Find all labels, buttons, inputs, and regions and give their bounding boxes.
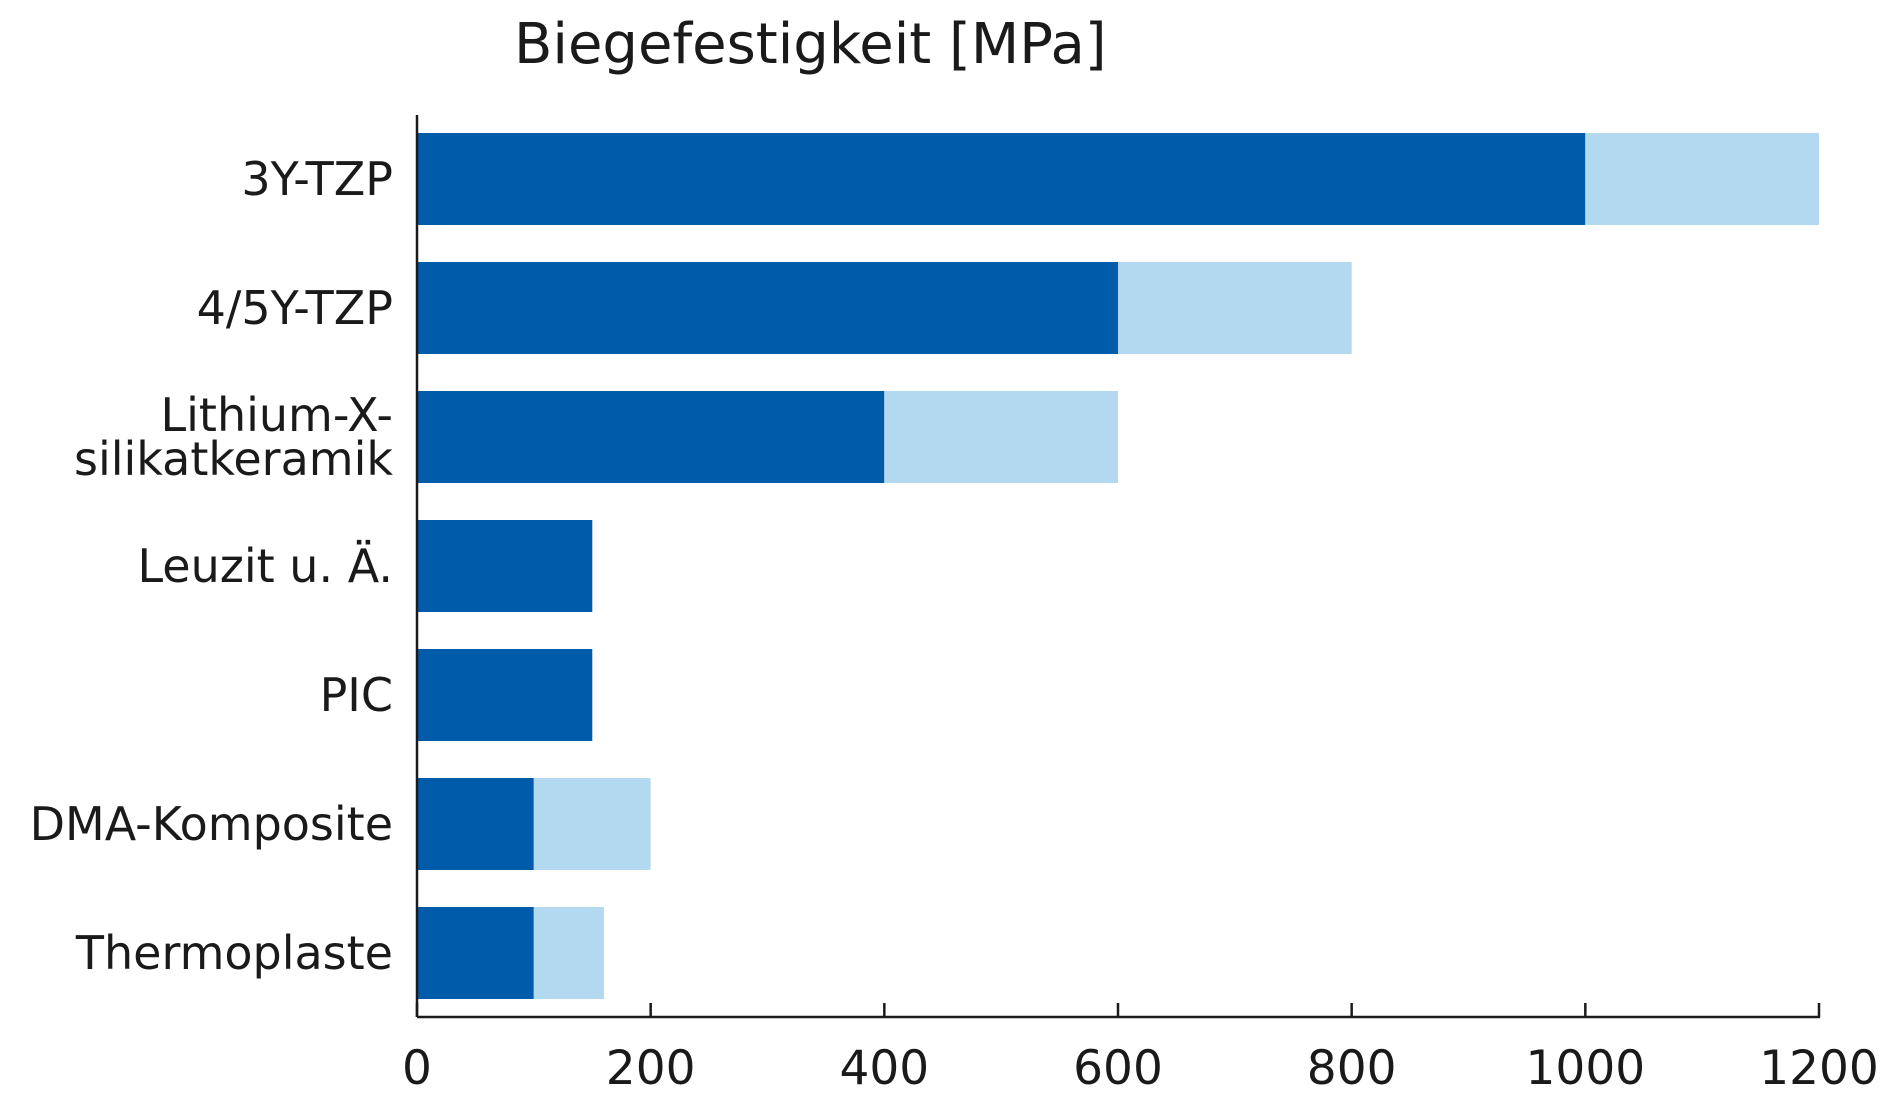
x-tick-label: 600 bbox=[1073, 1041, 1163, 1089]
category-label: silikatkeramik bbox=[74, 432, 393, 486]
bar-base bbox=[417, 520, 593, 612]
bar-base bbox=[417, 778, 534, 870]
bar-base bbox=[417, 262, 1118, 354]
bar-range bbox=[533, 907, 604, 999]
category-label: Leuzit u. Ä. bbox=[137, 539, 393, 593]
x-tick-label: 1200 bbox=[1759, 1041, 1879, 1089]
category-label: DMA-Komposite bbox=[30, 797, 393, 851]
x-tick-label: 0 bbox=[402, 1041, 432, 1089]
bar-range bbox=[1585, 133, 1819, 225]
category-label: 3Y-TZP bbox=[241, 152, 393, 206]
category-label: PIC bbox=[320, 668, 393, 722]
x-tick-label: 1000 bbox=[1526, 1041, 1646, 1089]
category-label: Thermoplaste bbox=[75, 926, 393, 980]
category-label: 4/5Y-TZP bbox=[197, 281, 393, 335]
category-label: Lithium-X- bbox=[161, 388, 393, 442]
bar-base bbox=[417, 391, 885, 483]
bar-range bbox=[1118, 262, 1352, 354]
x-tick-label: 200 bbox=[606, 1041, 696, 1089]
chart-title: Biegefestigkeit [MPa] bbox=[514, 12, 1107, 77]
bar-base bbox=[417, 133, 1586, 225]
bar-range bbox=[884, 391, 1118, 483]
x-tick-label: 800 bbox=[1307, 1041, 1397, 1089]
x-tick-label: 400 bbox=[839, 1041, 929, 1089]
bar-base bbox=[417, 907, 534, 999]
bar-base bbox=[417, 649, 593, 741]
bar-range bbox=[533, 778, 651, 870]
